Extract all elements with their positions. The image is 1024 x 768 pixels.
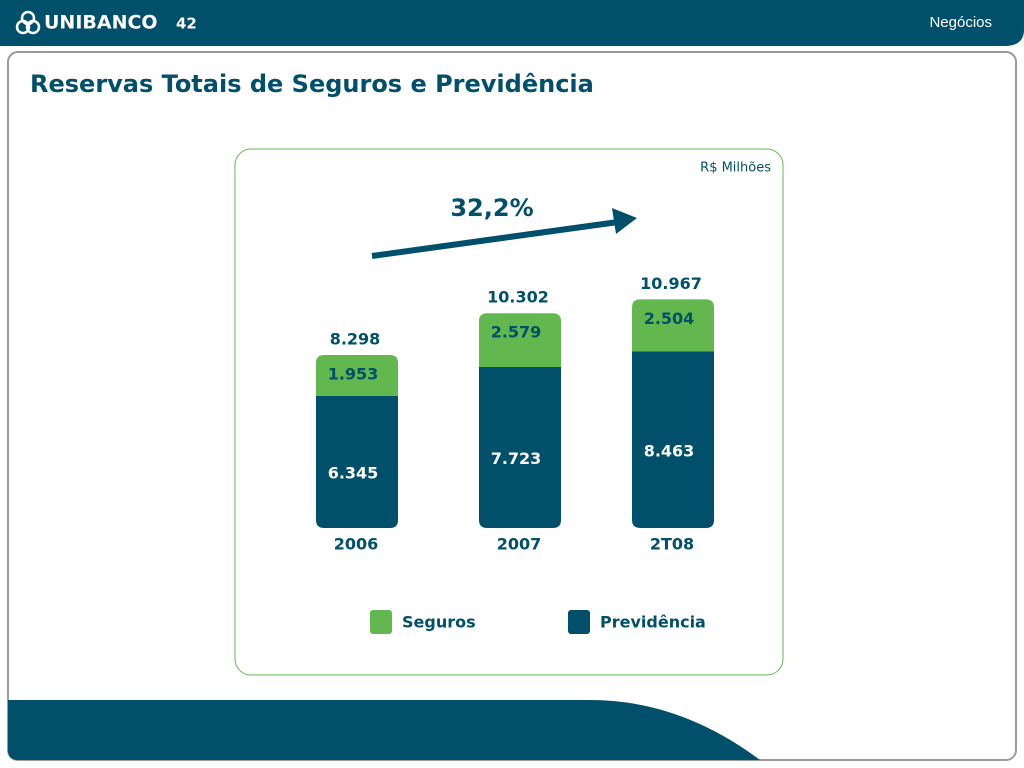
- growth-arrowhead: [612, 208, 637, 234]
- bar-segment: [316, 395, 398, 528]
- unit-label: R$ Milhões: [700, 161, 771, 176]
- value-label: 7.723: [491, 449, 542, 468]
- value-label: 6.345: [328, 463, 379, 482]
- bar-segment: [316, 354, 398, 396]
- value-label: 2.504: [644, 309, 695, 328]
- growth-annotation: 32,2%: [450, 194, 533, 222]
- bar-segment: [479, 366, 561, 528]
- legend-label: Previdência: [600, 613, 706, 632]
- header-bar: [0, 0, 1024, 46]
- legend-swatch: [370, 610, 392, 634]
- logo-text: UNIBANCO: [44, 12, 158, 34]
- bar-segment: [632, 351, 714, 528]
- x-tick-label: 2006: [334, 535, 379, 554]
- legend-label: Seguros: [402, 613, 476, 632]
- value-label: 2.579: [491, 323, 542, 342]
- total-label: 10.967: [640, 274, 702, 293]
- section-label: Negócios: [929, 14, 992, 31]
- chart-title: Reservas Totais de Seguros e Previdência: [30, 70, 594, 98]
- value-label: 1.953: [328, 364, 379, 383]
- page-number: 42: [176, 15, 197, 33]
- total-label: 8.298: [330, 329, 381, 348]
- legend-swatch: [568, 610, 590, 634]
- total-label: 10.302: [487, 288, 549, 307]
- bar-segment: [632, 299, 714, 352]
- x-tick-label: 2T08: [650, 535, 694, 554]
- growth-arrow: [371, 219, 619, 259]
- bar-segment: [479, 313, 561, 367]
- footer-band: [8, 700, 760, 760]
- logo-icon: [15, 10, 41, 35]
- value-label: 8.463: [644, 441, 695, 460]
- x-tick-label: 2007: [497, 535, 542, 554]
